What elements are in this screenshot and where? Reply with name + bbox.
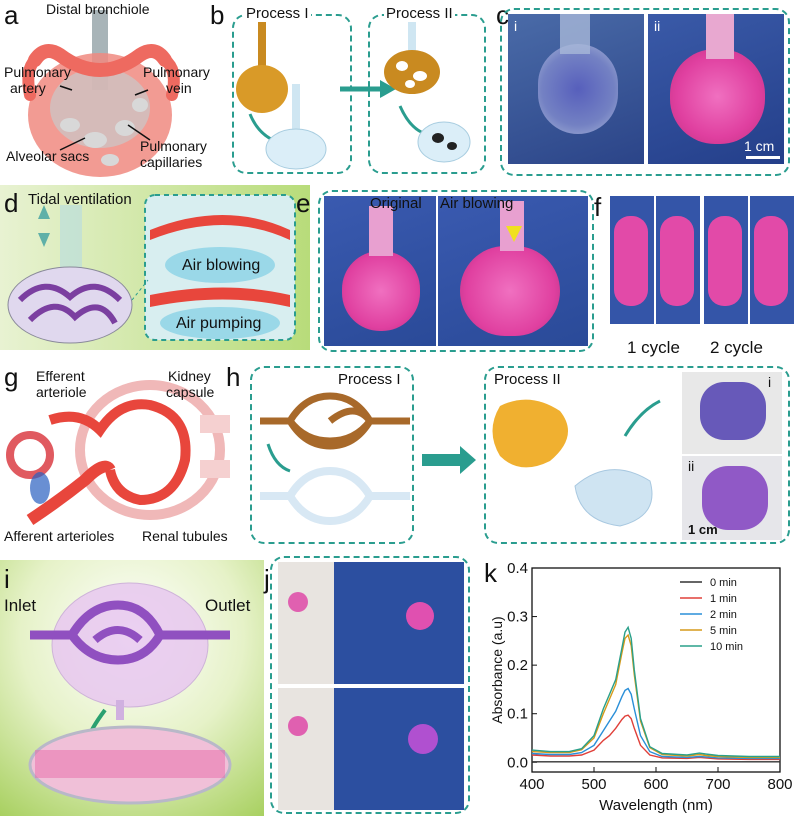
e-air-blowing: Air blowing bbox=[440, 195, 514, 212]
g-renal: Renal tubules bbox=[142, 528, 228, 544]
g-afferent: Afferent arterioles bbox=[4, 528, 115, 544]
legend-label-3: 5 min bbox=[710, 625, 737, 637]
label-pulmonary-vein-2: vein bbox=[166, 80, 192, 96]
panel-i-label: i bbox=[4, 564, 10, 594]
panel-a-label: a bbox=[4, 0, 19, 30]
panel-b-label: b bbox=[210, 0, 225, 30]
g-efferent-2: arteriole bbox=[36, 384, 87, 400]
photo-e-blowing bbox=[438, 196, 588, 346]
h-diagram bbox=[260, 392, 661, 527]
label-alveolar-sacs: Alveolar sacs bbox=[6, 148, 90, 164]
panel-e-box bbox=[318, 190, 594, 352]
panel-j-label: j bbox=[264, 564, 270, 594]
y-tick-label: 0.0 bbox=[507, 754, 528, 771]
h-sub-ii: ii bbox=[688, 458, 695, 474]
y-tick-label: 0.2 bbox=[507, 657, 528, 674]
photo-h-ii bbox=[682, 456, 782, 540]
g-kidney-1: Kidney bbox=[168, 368, 211, 384]
photo-f-2 bbox=[656, 196, 700, 324]
c-scale-bar bbox=[746, 156, 780, 159]
x-tick-label: 800 bbox=[767, 776, 792, 793]
h-process-2: Process II bbox=[494, 371, 561, 388]
h-process-2-box bbox=[484, 366, 790, 544]
series-line-2 bbox=[531, 687, 780, 760]
panel-g-label: g bbox=[4, 362, 19, 392]
y-tick-label: 0.1 bbox=[507, 706, 528, 723]
d-air-blowing: Air blowing bbox=[182, 257, 261, 274]
photo-f-3 bbox=[704, 196, 748, 324]
d-diagram bbox=[7, 194, 296, 344]
process-2-title: Process II bbox=[384, 5, 455, 22]
legend-label-0: 0 min bbox=[710, 577, 737, 589]
photo-e-original bbox=[324, 196, 436, 346]
g-kidney-2: capsule bbox=[166, 384, 215, 400]
panel-d-label: d bbox=[4, 188, 19, 218]
label-pulmonary-vein-1: Pulmonary bbox=[143, 64, 210, 80]
process-1-title: Process I bbox=[244, 5, 311, 22]
plot-frame bbox=[531, 567, 781, 773]
label-pulmonary-capillaries-1: Pulmonary bbox=[140, 138, 207, 154]
label-pulmonary-capillaries-2: capillaries bbox=[140, 154, 203, 170]
c-sub-ii: ii bbox=[654, 18, 661, 34]
y-tick-label: 0.3 bbox=[507, 609, 528, 626]
lung-diagram bbox=[22, 10, 180, 177]
photo-h-i bbox=[682, 372, 782, 454]
h-sub-i: i bbox=[768, 374, 772, 390]
panel-f-label: f bbox=[594, 192, 602, 222]
h-scale-label: 1 cm bbox=[688, 522, 718, 537]
x-tick-label: 500 bbox=[581, 776, 606, 793]
x-tick-label: 600 bbox=[643, 776, 668, 793]
f-cycle-1: 1 cycle bbox=[627, 338, 680, 357]
panel-k-label: k bbox=[484, 558, 497, 588]
label-distal-bronchiole: Distal bronchiole bbox=[46, 1, 150, 17]
i-diagram bbox=[28, 582, 232, 805]
h-process-1: Process I bbox=[338, 371, 401, 388]
panel-h-label: h bbox=[226, 362, 241, 392]
photo-f-1 bbox=[610, 196, 654, 324]
x-tick-label: 400 bbox=[519, 776, 544, 793]
series-line-4 bbox=[531, 625, 780, 758]
d-tidal-label: Tidal ventilation bbox=[28, 191, 132, 208]
f-cycle-2: 2 cycle bbox=[710, 338, 763, 357]
i-outlet: Outlet bbox=[205, 596, 251, 615]
label-pulmonary-artery-2: artery bbox=[10, 80, 46, 96]
legend-label-2: 2 min bbox=[710, 609, 737, 621]
g-efferent-1: Efferent bbox=[36, 368, 85, 384]
photo-j-top bbox=[278, 562, 464, 684]
c-sub-i: i bbox=[514, 18, 518, 34]
i-inlet: Inlet bbox=[4, 596, 37, 615]
photo-c-ii bbox=[648, 14, 784, 164]
c-scale-label: 1 cm bbox=[744, 138, 775, 154]
series-line-1 bbox=[531, 714, 780, 761]
label-pulmonary-artery-1: Pulmonary bbox=[4, 64, 71, 80]
series-line-3 bbox=[531, 633, 780, 759]
photo-c-i bbox=[508, 14, 644, 164]
panel-j-box bbox=[270, 556, 470, 814]
process-diagram bbox=[236, 22, 471, 170]
h-process-1-box bbox=[250, 366, 414, 544]
legend-label-1: 1 min bbox=[710, 593, 737, 605]
photo-f-4 bbox=[750, 196, 794, 324]
kidney-diagram bbox=[6, 380, 230, 525]
e-original: Original bbox=[370, 195, 422, 212]
y-axis-label: Absorbance (a.u) bbox=[489, 616, 505, 723]
absorbance-chart: 400 500 600 700 800 0.0 0.1 0.2 0.3 0.4 Wavelength… bbox=[489, 560, 793, 814]
x-axis-label: Wavelength (nm) bbox=[599, 797, 713, 814]
y-tick-label: 0.4 bbox=[507, 560, 528, 577]
x-tick-label: 700 bbox=[705, 776, 730, 793]
panel-c-box bbox=[500, 8, 790, 176]
panel-e-label: e bbox=[296, 188, 311, 218]
legend-label-4: 10 min bbox=[710, 641, 743, 653]
photo-j-bottom bbox=[278, 688, 464, 810]
d-air-pumping: Air pumping bbox=[176, 315, 262, 332]
